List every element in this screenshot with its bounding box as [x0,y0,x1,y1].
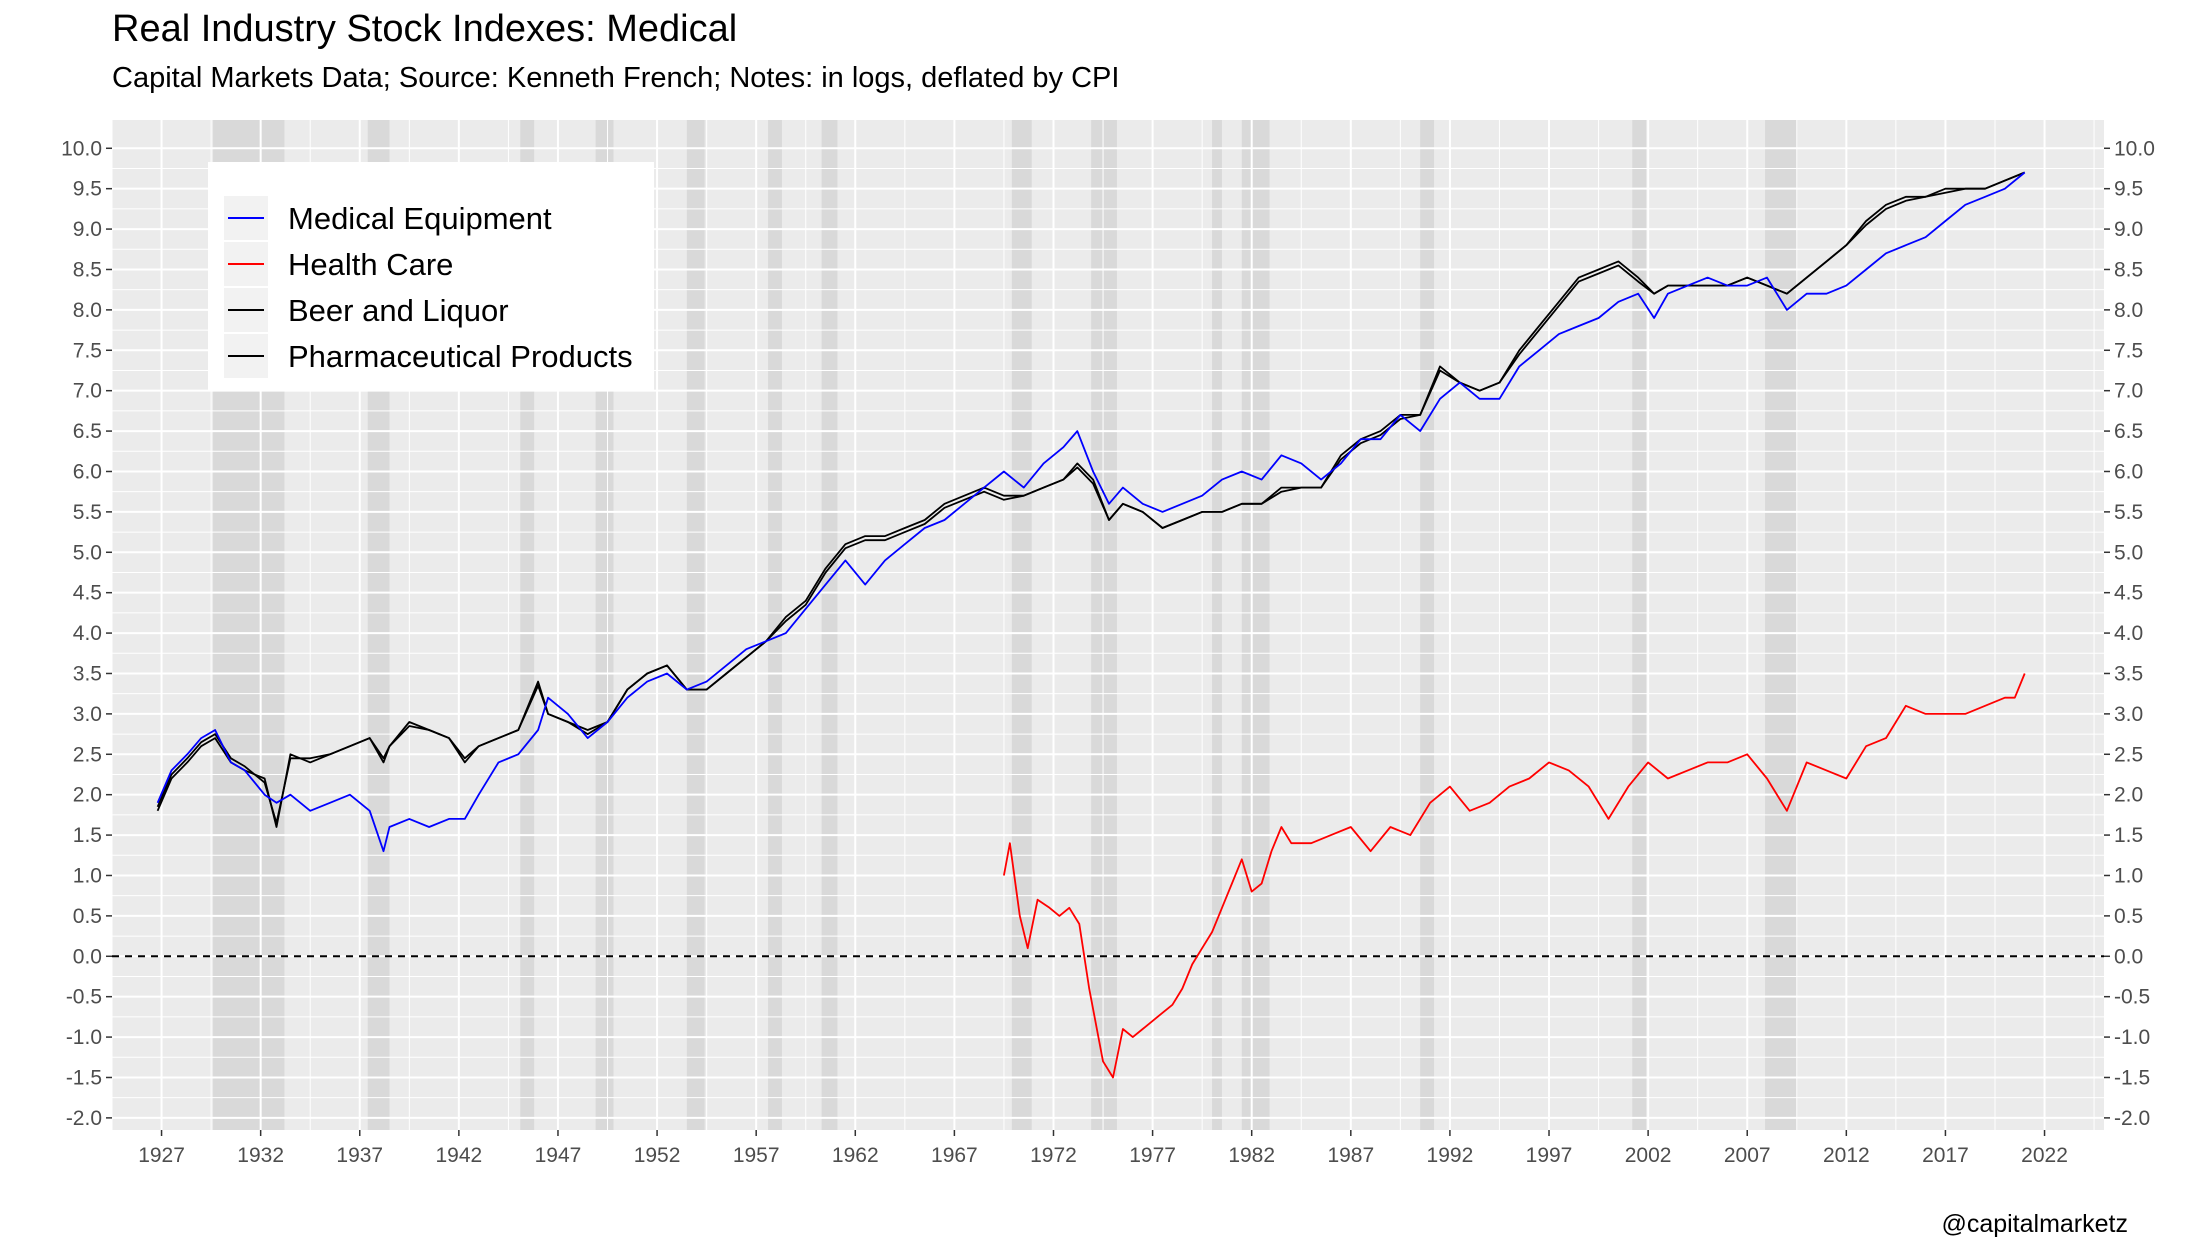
series-line-beer-and-liquor [156,171,2026,828]
y-tick-label-right: 4.5 [2114,582,2143,605]
y-tick-label: 4.5 [73,582,102,605]
y-tick-label-right: 3.5 [2114,662,2143,685]
x-tick-label: 1942 [436,1144,483,1167]
y-tick-label: 7.5 [73,339,102,362]
recession-band [1011,120,1032,1130]
y-tick-label-right: -1.5 [2114,1066,2150,1089]
y-tick-label: -0.5 [66,986,102,1009]
y-tick-label-right: -0.5 [2114,986,2150,1009]
y-tick-label-right: 8.5 [2114,258,2143,281]
y-tick-label: 5.0 [73,541,102,564]
x-tick-label: 1967 [931,1144,978,1167]
y-tick-label-right: 1.0 [2114,864,2143,887]
y-tick-label: 9.5 [73,178,102,201]
legend-label: Pharmaceutical Products [288,339,633,374]
x-tick-label: 2007 [1724,1144,1771,1167]
y-tick-label-right: 0.0 [2114,945,2143,968]
recession-band [1765,120,1797,1130]
legend-label: Health Care [288,247,453,282]
y-tick-label-right: 3.0 [2114,703,2143,726]
caption-handle: @capitalmarketz [1941,1210,2128,1238]
y-tick-label-right: 5.5 [2114,501,2143,524]
y-tick-label: 4.0 [73,622,102,645]
y-tick-label: 3.5 [73,662,102,685]
x-tick-label: 1957 [733,1144,780,1167]
recession-band [1420,120,1435,1130]
y-tick-label-right: 10.0 [2114,137,2155,160]
legend: Medical Equipment Health Care Beer and Liq… [208,162,654,390]
legend-label: Beer and Liquor [288,293,509,328]
recession-band [1241,120,1270,1130]
recession-band [1632,120,1647,1130]
y-tick-label-right: 5.0 [2114,541,2143,564]
x-tick-label: 2002 [1625,1144,1672,1167]
y-tick-label-right: 6.5 [2114,420,2143,443]
y-tick-label-right: 9.0 [2114,218,2143,241]
y-tick-label: 8.5 [73,258,102,281]
y-tick-label: -2.0 [66,1107,102,1130]
y-tick-label: 2.5 [73,743,102,766]
x-tick-label: 1962 [832,1144,879,1167]
x-tick-label: 1927 [138,1144,185,1167]
x-tick-label: 1997 [1526,1144,1573,1167]
x-tick-label: 1932 [237,1144,284,1167]
series-lines [156,171,2026,1079]
x-tick-label: 1992 [1427,1144,1474,1167]
legend-label: Medical Equipment [288,201,552,236]
y-tick-label: 1.5 [73,824,102,847]
chart-title: Real Industry Stock Indexes: Medical [112,8,738,50]
x-axis: 1927 1932 1937 1942 1947 1952 1957 1962 1967 1972… [138,1130,2068,1167]
y-tick-label: 0.0 [73,945,102,968]
chart-subtitle: Capital Markets Data; Source: Kenneth Fr… [112,62,1120,94]
y-tick-label-right: 9.5 [2114,178,2143,201]
y-tick-label: 3.0 [73,703,102,726]
y-tick-label-right: -2.0 [2114,1107,2150,1130]
y-tick-label: 6.5 [73,420,102,443]
x-tick-label: 2017 [1922,1144,1969,1167]
y-tick-label: 9.0 [73,218,102,241]
x-tick-label: 1937 [336,1144,383,1167]
recession-band [768,120,782,1130]
y-tick-label: 6.0 [73,460,102,483]
y-tick-label: -1.5 [66,1066,102,1089]
y-tick-label-right: 1.5 [2114,824,2143,847]
y-tick-label-right: 2.0 [2114,784,2143,807]
y-tick-label-right: -1.0 [2114,1026,2150,1049]
recession-band [1091,120,1117,1130]
x-tick-label: 1977 [1129,1144,1176,1167]
y-tick-label-right: 7.5 [2114,339,2143,362]
y-tick-label: 5.5 [73,501,102,524]
y-tick-label: 1.0 [73,864,102,887]
y-tick-label-right: 2.5 [2114,743,2143,766]
y-tick-label: 2.0 [73,784,102,807]
series-line-health-care [1003,673,2026,1079]
x-tick-label: 1982 [1228,1144,1275,1167]
y-axis-right: -2.0 -1.5 -1.0 -0.5 0.0 0.5 1.0 1.5 2.0 2.5 3.0 3.5… [2104,137,2155,1130]
x-tick-label: 2012 [1823,1144,1870,1167]
x-tick-label: 1987 [1327,1144,1374,1167]
y-tick-label-right: 8.0 [2114,299,2143,322]
y-tick-label-right: 4.0 [2114,622,2143,645]
y-axis-left: -2.0 -1.5 -1.0 -0.5 0.0 0.5 1.0 1.5 2.0 2.5 3.0 3.5… [61,137,112,1130]
y-tick-label: 10.0 [61,137,102,160]
x-tick-label: 2022 [2021,1144,2068,1167]
legend-box [208,162,654,390]
x-tick-label: 1947 [535,1144,582,1167]
y-tick-label-right: 0.5 [2114,905,2143,928]
y-tick-label: -1.0 [66,1026,102,1049]
x-tick-label: 1972 [1030,1144,1077,1167]
y-tick-label: 0.5 [73,905,102,928]
y-tick-label-right: 6.0 [2114,460,2143,483]
y-tick-label: 8.0 [73,299,102,322]
x-tick-label: 1952 [634,1144,681,1167]
y-tick-label-right: 7.0 [2114,380,2143,403]
recession-band [686,120,705,1130]
y-tick-label: 7.0 [73,380,102,403]
series-line-medical-equipment [156,171,2026,853]
recession-band [1212,120,1222,1130]
recession-band [821,120,838,1130]
